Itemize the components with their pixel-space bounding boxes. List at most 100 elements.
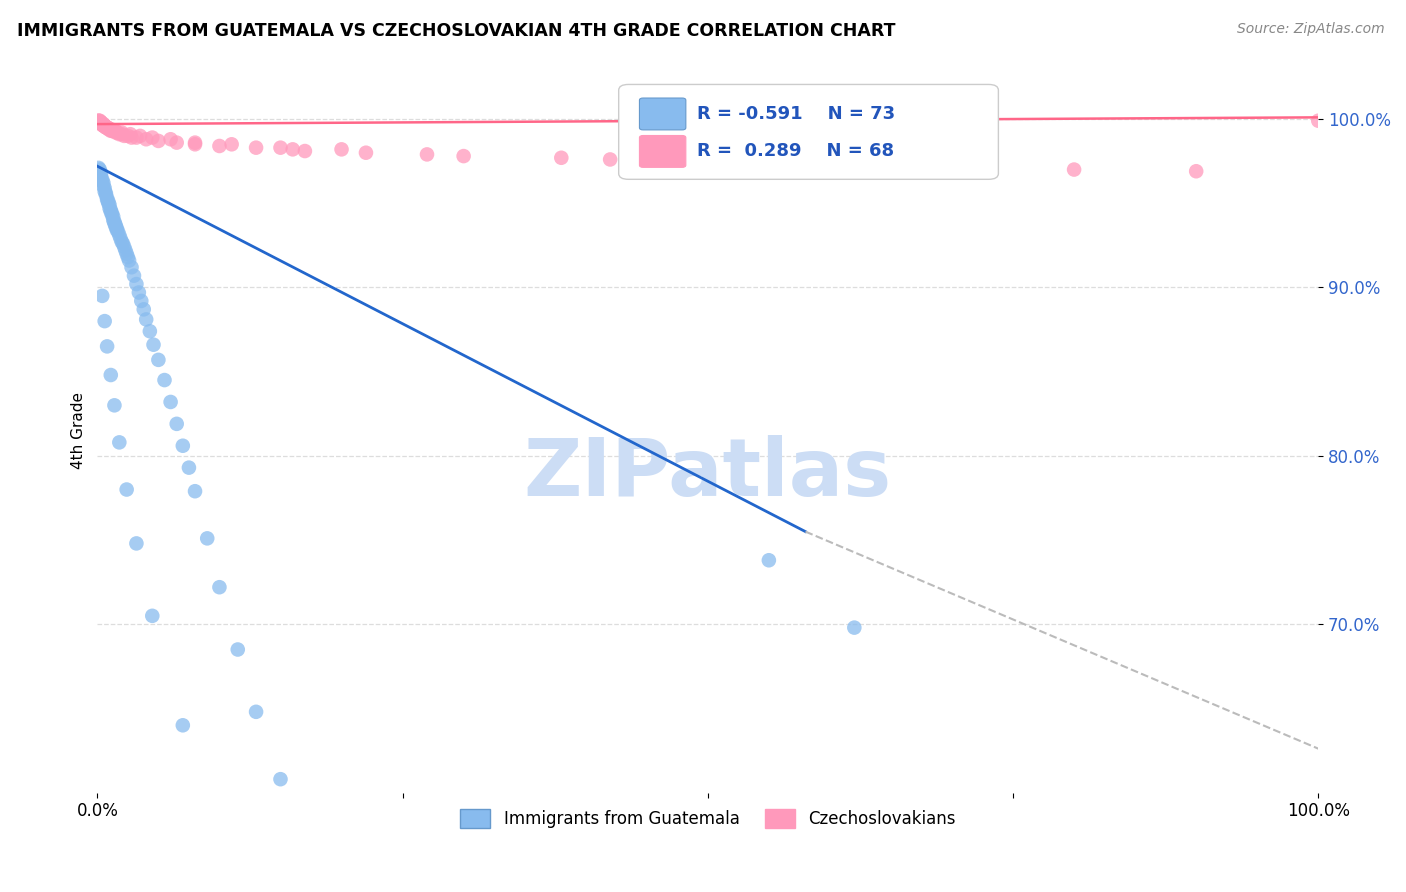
Point (599, 153, 621, 167)
Point (90, 115, 112, 129)
Point (105, 126, 128, 140)
Point (195, 532, 218, 546)
Point (166, 417, 188, 431)
Point (103, 210, 125, 224)
Point (453, 149, 475, 163)
Point (87, 113, 110, 128)
Text: R = -0.591    N = 73: R = -0.591 N = 73 (697, 105, 896, 123)
Point (100, 368, 122, 382)
Point (117, 128, 139, 143)
Point (844, 621, 866, 635)
Point (115, 483, 138, 497)
Point (104, 219, 127, 234)
Point (89, 113, 111, 128)
Point (129, 128, 152, 143)
Point (135, 132, 157, 146)
Point (128, 285, 150, 300)
Point (550, 151, 572, 165)
Point (118, 253, 141, 268)
Point (96, 191, 118, 205)
Point (121, 260, 143, 275)
Point (94, 120, 117, 135)
Text: IMMIGRANTS FROM GUATEMALA VS CZECHOSLOVAKIAN 4TH GRADE CORRELATION CHART: IMMIGRANTS FROM GUATEMALA VS CZECHOSLOVA… (17, 22, 896, 40)
Point (294, 841, 316, 855)
Point (100, 204, 122, 219)
Point (98, 202, 121, 216)
Point (90, 115, 112, 129)
Point (184, 484, 207, 499)
Point (93, 119, 115, 133)
Point (93, 314, 115, 328)
Point (94, 120, 117, 135)
Point (100, 122, 122, 136)
Point (97, 122, 120, 136)
Point (103, 398, 125, 412)
Point (96, 120, 118, 135)
Point (125, 536, 148, 550)
Point (97, 194, 120, 209)
Point (281, 142, 304, 156)
Point (111, 126, 134, 140)
Legend: Immigrants from Guatemala, Czechoslovakians: Immigrants from Guatemala, Czechoslovaki… (454, 803, 962, 835)
Point (93, 119, 115, 133)
Point (172, 718, 194, 732)
Point (98, 122, 121, 136)
Point (245, 141, 267, 155)
Point (148, 134, 170, 148)
Point (108, 228, 131, 243)
FancyBboxPatch shape (619, 85, 998, 179)
Point (111, 236, 134, 251)
Point (87, 161, 110, 175)
Point (1308, 113, 1330, 128)
Point (97, 196, 120, 211)
Point (122, 268, 145, 283)
Point (101, 124, 124, 138)
Point (90, 169, 112, 184)
Point (416, 147, 439, 161)
Point (100, 124, 122, 138)
Point (105, 223, 128, 237)
FancyBboxPatch shape (640, 98, 686, 130)
Point (90, 115, 112, 129)
Point (114, 244, 136, 258)
Point (108, 127, 131, 141)
Point (93, 119, 115, 133)
Point (90, 166, 112, 180)
Text: Source: ZipAtlas.com: Source: ZipAtlas.com (1237, 22, 1385, 37)
Point (121, 130, 143, 145)
Point (89, 115, 111, 129)
Point (98, 198, 121, 212)
Point (90, 117, 112, 131)
Point (159, 395, 181, 409)
Point (226, 642, 249, 657)
Point (105, 221, 128, 235)
Point (94, 187, 117, 202)
Point (96, 120, 118, 135)
Point (141, 608, 163, 623)
Point (101, 206, 124, 220)
Point (172, 439, 194, 453)
Point (110, 231, 132, 245)
Point (120, 127, 142, 141)
Point (93, 179, 115, 194)
FancyBboxPatch shape (640, 136, 686, 168)
Point (96, 120, 118, 135)
Point (107, 225, 129, 239)
Point (159, 132, 181, 146)
Point (269, 141, 291, 155)
Point (91, 117, 114, 131)
Point (93, 181, 115, 195)
Point (93, 119, 115, 133)
Point (294, 144, 316, 158)
Y-axis label: 4th Grade: 4th Grade (72, 392, 86, 469)
Point (153, 373, 176, 387)
Point (93, 119, 115, 133)
Point (111, 127, 134, 141)
Point (108, 435, 131, 450)
Point (184, 136, 207, 150)
Point (141, 130, 163, 145)
Point (98, 122, 121, 136)
Point (184, 137, 207, 152)
Point (330, 142, 353, 156)
Point (1063, 162, 1085, 177)
